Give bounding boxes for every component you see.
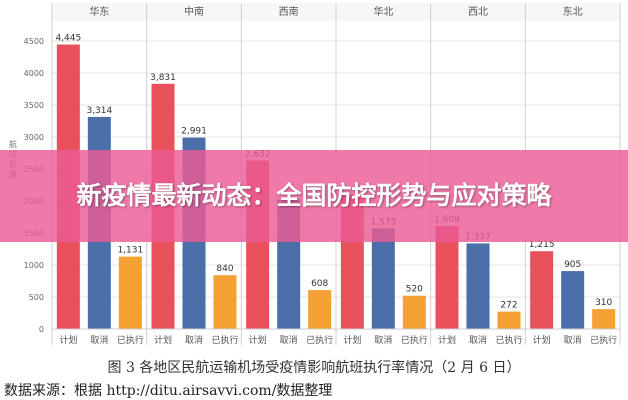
figure-caption: 图 3 各地区民航运输机场受疫情影响航班执行率情况（2 月 6 日） [107,360,521,376]
region-label: 西北 [468,6,488,18]
y-tick-label: 4000 [24,69,44,78]
x-tick-label: 已执行 [306,334,333,346]
bar-value-label: 608 [311,279,328,289]
x-tick-label: 取消 [90,334,108,346]
bar [592,309,616,329]
bar [213,275,237,329]
bar-value-label: 1,131 [117,246,143,256]
bar-value-label: 3,831 [150,73,176,83]
bar [118,256,142,329]
data-source-note: 数据来源：根据 http://ditu.airsavvi.com/数据整理 [4,383,333,399]
bar-value-label: 2,991 [181,127,207,137]
x-tick-label: 计划 [438,334,456,346]
x-tick-label: 计划 [249,334,267,346]
x-tick-label: 计划 [533,334,551,346]
x-tick-label: 已执行 [401,334,428,346]
bar [402,295,426,329]
x-tick-label: 取消 [469,334,487,346]
region-label: 西南 [279,5,299,18]
bar-value-label: 4,445 [55,34,81,44]
x-tick-label: 已执行 [590,334,617,346]
headline-banner: 新疫情最新动态：全国防控形势与应对策略 [0,150,628,242]
x-tick-label: 计划 [154,334,172,346]
bar-value-label: 272 [500,301,517,311]
bar [466,243,490,329]
x-tick-label: 计划 [343,334,361,346]
bar [561,271,585,329]
x-tick-label: 取消 [185,334,203,346]
x-tick-label: 计划 [59,334,77,346]
bar-value-label: 1,215 [529,240,555,250]
y-tick-label: 3000 [24,133,44,142]
y-tick-label: 500 [29,293,44,302]
bar-value-label: 905 [564,260,581,270]
bar [530,251,554,329]
bar [371,228,395,329]
bar [308,290,332,329]
x-tick-label: 已执行 [117,334,144,346]
y-tick-label: 4500 [24,37,44,46]
x-tick-label: 已执行 [495,334,522,346]
region-label: 华东 [89,5,109,18]
y-tick-label: 0 [39,325,44,334]
bar-value-label: 840 [216,264,233,274]
bar-value-label: 520 [406,285,423,295]
bar [435,226,459,329]
bar-value-label: 310 [595,298,612,308]
y-tick-label: 1000 [24,261,44,270]
x-tick-label: 已执行 [211,334,238,346]
bar-value-label: 3,314 [86,106,112,116]
region-label: 东北 [563,5,583,18]
region-label: 华北 [373,5,393,18]
x-tick-label: 取消 [564,334,582,346]
x-tick-label: 取消 [374,334,392,346]
bar [497,311,521,329]
y-tick-label: 3500 [24,101,44,110]
region-label: 中南 [184,5,204,18]
headline-text: 新疫情最新动态：全国防控形势与应对策略 [76,181,552,210]
x-tick-label: 取消 [280,334,298,346]
y-axis-label: 航 [9,139,17,149]
